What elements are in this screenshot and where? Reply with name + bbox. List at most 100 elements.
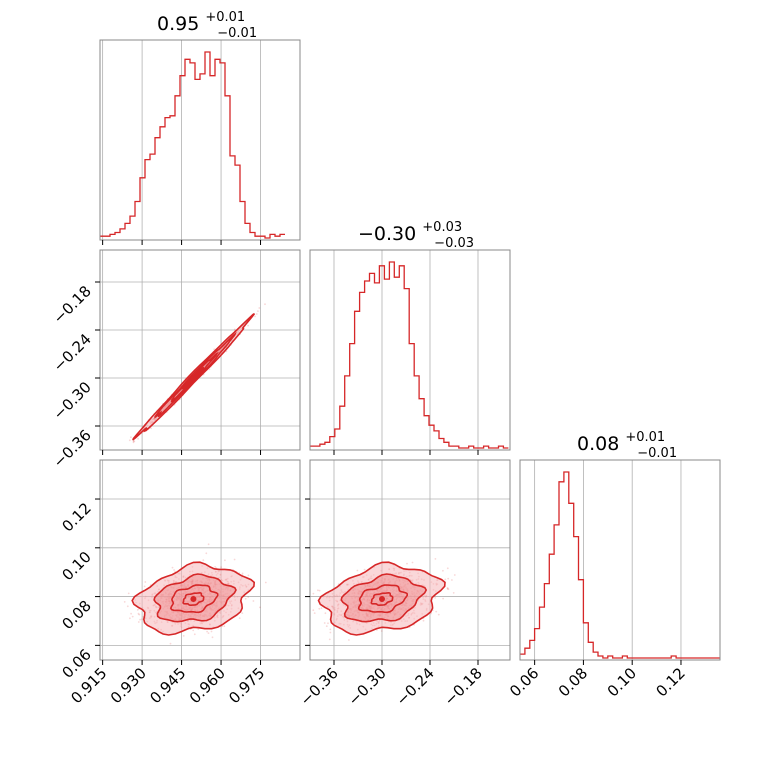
- density-contour: [170, 351, 219, 403]
- title-param-0: 0.95 +0.01 −0.01: [157, 4, 257, 41]
- density-contour: [169, 584, 219, 614]
- sample-point: [131, 615, 134, 618]
- sample-point: [123, 601, 126, 603]
- x-tick-label: 0.08: [555, 664, 591, 700]
- sample-point: [447, 577, 450, 580]
- y-tick-label: −0.30: [50, 378, 95, 423]
- sample-point: [356, 569, 359, 572]
- frame-scatter-1-2: [309, 459, 511, 661]
- histogram-step-line: [310, 261, 509, 449]
- sample-point: [208, 368, 211, 371]
- density-contour: [181, 366, 205, 390]
- sample-point: [258, 307, 261, 309]
- sample-point: [348, 639, 350, 641]
- sample-point: [233, 558, 236, 561]
- sample-point: [247, 596, 250, 598]
- histogram-step-line: [100, 51, 285, 239]
- sample-point: [233, 328, 236, 331]
- sample-point: [128, 439, 131, 442]
- sample-point: [193, 633, 196, 636]
- density-peak: [379, 596, 385, 602]
- sample-point: [238, 617, 241, 619]
- sample-point: [171, 566, 174, 569]
- sample-point: [132, 441, 135, 444]
- sample-point: [446, 587, 449, 589]
- sample-point: [437, 613, 440, 616]
- frame-hist-param-2: [519, 459, 721, 661]
- sample-point: [435, 610, 438, 613]
- sample-point: [252, 600, 255, 602]
- x-tick-label: 0.975: [225, 664, 268, 707]
- x-tick-label: 0.930: [107, 664, 150, 707]
- sample-point: [327, 622, 329, 625]
- sample-point: [264, 303, 266, 306]
- density-peak: [190, 596, 197, 602]
- x-tick-label: −0.24: [393, 664, 438, 709]
- sample-point: [363, 568, 366, 571]
- sample-point: [323, 622, 326, 624]
- sample-point: [173, 569, 176, 571]
- sample-point: [446, 587, 449, 590]
- sample-point: [223, 625, 226, 628]
- density-contour: [182, 591, 205, 606]
- histogram-step-line: [520, 471, 720, 659]
- density-peak: [190, 375, 197, 381]
- sample-point: [247, 574, 250, 577]
- sample-point: [206, 630, 209, 633]
- sample-point: [380, 630, 383, 632]
- histogram-panel-param-2: [520, 460, 720, 660]
- sample-point: [329, 631, 332, 634]
- sample-point: [328, 638, 331, 641]
- x-tick-label: 0.960: [186, 664, 229, 707]
- sample-point: [169, 642, 172, 645]
- x-tick-label: −0.30: [345, 664, 390, 709]
- sample-point: [259, 606, 261, 609]
- sample-point: [207, 543, 210, 546]
- sample-point: [139, 618, 142, 621]
- sample-point: [442, 569, 444, 572]
- y-tick-label: 0.10: [58, 548, 94, 584]
- sample-point: [241, 572, 244, 575]
- y-tick-label: 0.08: [58, 597, 94, 633]
- density-contour: [370, 591, 394, 606]
- sample-point: [318, 589, 321, 592]
- density-contour: [357, 584, 408, 614]
- sample-point: [127, 592, 130, 595]
- sample-point: [141, 618, 144, 621]
- sample-point: [453, 574, 456, 576]
- y-tick-label: −0.36: [50, 426, 95, 471]
- sample-point: [210, 630, 213, 633]
- sample-point: [144, 581, 147, 583]
- sample-point: [257, 310, 259, 312]
- sample-point: [214, 566, 217, 568]
- sample-point: [411, 561, 414, 564]
- sample-point: [312, 592, 315, 595]
- sample-point: [264, 581, 267, 584]
- frame-scatter-0-1: [99, 249, 301, 451]
- sample-point: [325, 625, 328, 628]
- sample-point: [207, 632, 210, 634]
- sample-point: [446, 567, 449, 570]
- sample-point: [225, 350, 228, 353]
- sample-point: [202, 559, 205, 561]
- sample-point: [211, 636, 214, 639]
- sample-point: [126, 605, 129, 608]
- sample-point: [434, 597, 436, 599]
- sample-point: [320, 607, 323, 609]
- x-tick-label: −0.18: [441, 664, 486, 709]
- sample-point: [150, 427, 153, 430]
- sample-point: [313, 612, 316, 614]
- scatter-panel-param-0-vs-1: [100, 250, 300, 450]
- sample-point: [318, 607, 321, 610]
- sample-point: [444, 578, 447, 581]
- title-param-1: −0.30 +0.03 −0.03: [358, 214, 474, 251]
- x-tick-label: 0.10: [604, 664, 640, 700]
- x-tick-label: −0.36: [297, 664, 342, 709]
- histogram-panel-param-0: [100, 40, 285, 240]
- sample-point: [220, 566, 223, 568]
- frame-scatter-0-2: [99, 459, 301, 661]
- scatter-panel-param-1-vs-2: [310, 460, 510, 660]
- sample-point: [324, 612, 327, 615]
